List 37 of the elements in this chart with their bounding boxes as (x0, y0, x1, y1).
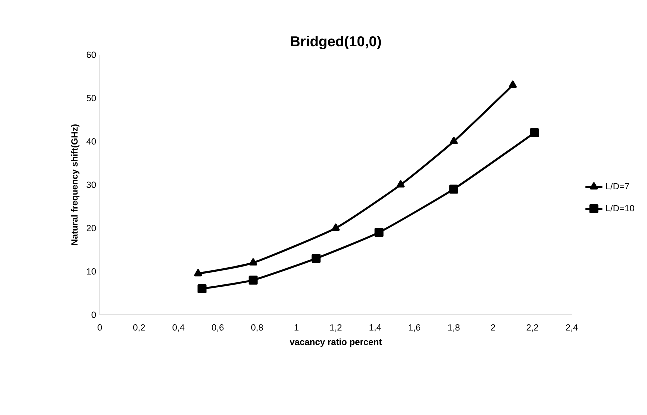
legend-label: L/D=10 (606, 204, 634, 212)
legend-label: L/D=7 (606, 183, 630, 190)
x-tick-label: 1,6 (409, 324, 421, 332)
y-tick-label: 20 (86, 225, 96, 232)
y-tick-label: 0 (92, 312, 96, 318)
x-tick-label: 0,2 (133, 324, 146, 332)
x-tick-label: 1 (294, 324, 299, 331)
x-tick-label: 2 (491, 324, 496, 331)
chart-title: Bridged(10,0) (291, 36, 382, 50)
x-tick-label: 1,8 (448, 324, 460, 332)
x-tick-label: 0,6 (212, 324, 224, 332)
point (450, 184, 458, 194)
x-tick-label: 0,4 (172, 324, 185, 332)
point (530, 128, 540, 138)
point (374, 228, 384, 238)
point (198, 284, 207, 294)
x-tick-label: 1,2 (330, 324, 342, 332)
point (194, 269, 202, 277)
y-axis-title: Natural frequency shift(GHz) (71, 124, 80, 246)
y-tick-label: 40 (86, 138, 96, 145)
point (396, 180, 405, 188)
y-tick-label: 30 (86, 182, 96, 188)
y-tick-label: 10 (87, 268, 96, 275)
x-tick-label: 0 (98, 324, 102, 331)
x-tick-label: 2,4 (566, 324, 578, 332)
point (450, 137, 458, 144)
point (248, 276, 258, 285)
point (332, 224, 340, 232)
point (249, 258, 258, 266)
y-tick-label: 60 (86, 52, 96, 58)
x-axis-title: vacancy ratio percent (290, 338, 382, 348)
y-tick-label: 50 (86, 95, 96, 102)
x-tick-label: 0,8 (251, 324, 264, 332)
x-tick-label: 2,2 (526, 324, 538, 332)
x-tick-label: 1,4 (370, 324, 382, 332)
point (508, 80, 518, 88)
point (312, 254, 321, 264)
